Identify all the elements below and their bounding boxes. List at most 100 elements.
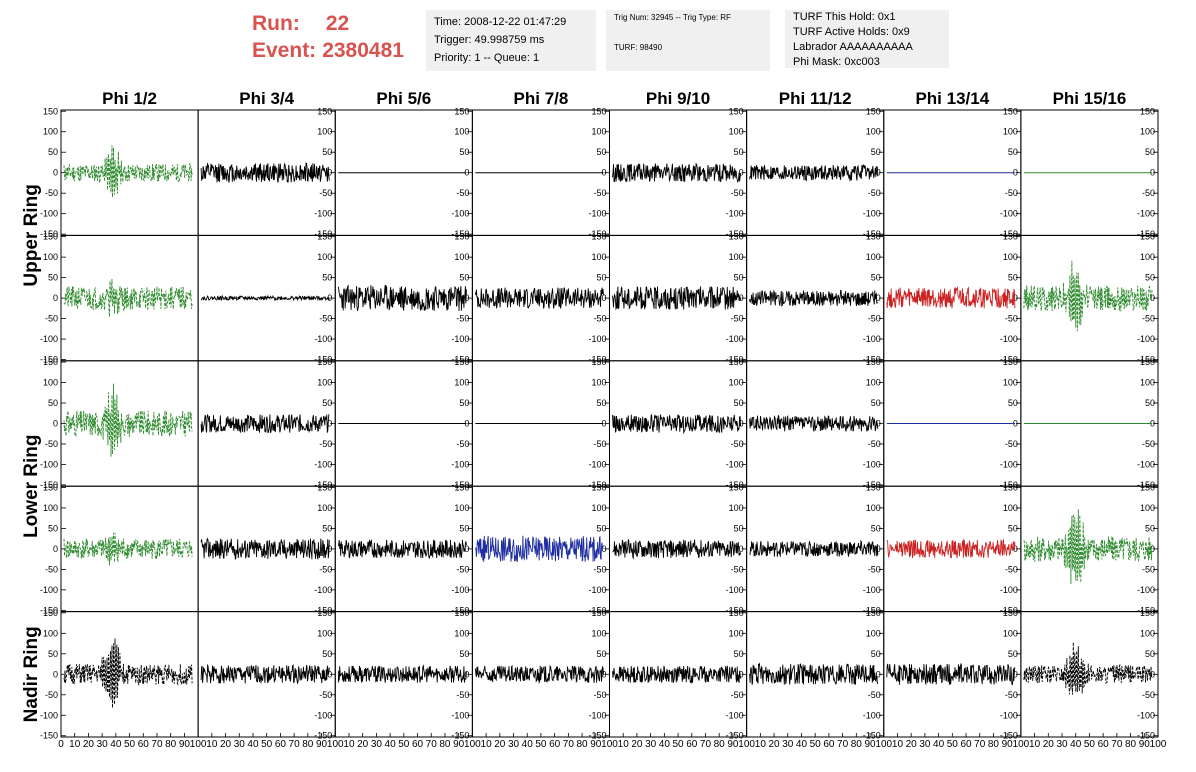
y-tick-label: -150 bbox=[314, 731, 332, 741]
y-tick-label: -150 bbox=[588, 480, 606, 490]
x-tick-label: 90 bbox=[316, 739, 328, 750]
ring-label: Nadir Ring bbox=[21, 626, 42, 722]
y-tick-label: 150 bbox=[43, 106, 58, 116]
y-tick-label: -150 bbox=[726, 355, 744, 365]
y-tick-label: -100 bbox=[451, 209, 469, 219]
waveform-panel: -150 -100 -50 0 50 100 150 bbox=[40, 106, 199, 239]
waveform-trace bbox=[749, 414, 879, 433]
y-tick-label: 50 bbox=[1008, 649, 1018, 659]
y-tick-label: -50 bbox=[1142, 564, 1155, 574]
x-tick-label: 90 bbox=[727, 739, 739, 750]
x-tick-label: 20 bbox=[357, 739, 369, 750]
y-tick-label: 50 bbox=[459, 273, 469, 283]
y-tick-label: -50 bbox=[45, 188, 58, 198]
y-tick-label: 150 bbox=[1140, 106, 1155, 116]
y-tick-label: 50 bbox=[1008, 398, 1018, 408]
y-tick-label: -50 bbox=[593, 690, 606, 700]
y-tick-label: -100 bbox=[726, 710, 744, 720]
y-tick-label: 0 bbox=[1150, 168, 1155, 178]
y-tick-label: 50 bbox=[1145, 273, 1155, 283]
y-tick-label: 50 bbox=[871, 523, 881, 533]
y-tick-label: -100 bbox=[863, 585, 881, 595]
y-tick-label: 150 bbox=[729, 482, 744, 492]
y-tick-label: -50 bbox=[868, 690, 881, 700]
y-tick-label: -100 bbox=[314, 710, 332, 720]
waveform-panel: -150 -100 -50 0 50 100 150 bbox=[334, 106, 473, 239]
y-tick-label: -100 bbox=[40, 334, 58, 344]
y-tick-label: 0 bbox=[739, 544, 744, 554]
y-tick-label: -50 bbox=[319, 188, 332, 198]
y-tick-label: -100 bbox=[726, 459, 744, 469]
y-tick-label: 150 bbox=[317, 357, 332, 367]
y-tick-label: 50 bbox=[322, 273, 332, 283]
y-tick-label: -150 bbox=[1137, 731, 1155, 741]
waveform-trace bbox=[749, 289, 879, 307]
y-tick-label: -50 bbox=[868, 188, 881, 198]
y-tick-label: 0 bbox=[464, 419, 469, 429]
y-tick-label: 100 bbox=[1140, 378, 1155, 388]
y-tick-label: 100 bbox=[454, 252, 469, 262]
x-tick-label: 10 bbox=[343, 739, 355, 750]
y-tick-label: 50 bbox=[322, 147, 332, 157]
y-tick-label: 50 bbox=[48, 649, 58, 659]
y-tick-label: 50 bbox=[459, 398, 469, 408]
x-tick-label: 20 bbox=[494, 739, 506, 750]
x-tick-label: 60 bbox=[275, 739, 287, 750]
y-tick-label: 50 bbox=[871, 398, 881, 408]
x-tick-label: 30 bbox=[645, 739, 657, 750]
y-tick-label: -50 bbox=[319, 564, 332, 574]
y-tick-label: 0 bbox=[876, 544, 881, 554]
y-tick-label: 100 bbox=[866, 378, 881, 388]
y-tick-label: -150 bbox=[863, 480, 881, 490]
y-tick-label: -100 bbox=[451, 334, 469, 344]
y-tick-label: 150 bbox=[454, 106, 469, 116]
y-tick-label: 150 bbox=[729, 106, 744, 116]
y-tick-label: 0 bbox=[53, 293, 58, 303]
x-tick-label: 60 bbox=[1098, 739, 1110, 750]
x-tick-label: 50 bbox=[124, 739, 136, 750]
y-tick-label: 0 bbox=[601, 669, 606, 679]
y-tick-label: 0 bbox=[739, 669, 744, 679]
event-label: Event: bbox=[252, 39, 317, 62]
x-tick-label: 70 bbox=[426, 739, 438, 750]
y-tick-label: -150 bbox=[588, 731, 606, 741]
y-tick-label: -100 bbox=[588, 209, 606, 219]
x-tick-label: 70 bbox=[289, 739, 301, 750]
y-tick-label: 100 bbox=[43, 628, 58, 638]
x-tick-label: 60 bbox=[138, 739, 150, 750]
y-tick-label: -150 bbox=[40, 229, 58, 239]
y-tick-label: 150 bbox=[454, 232, 469, 242]
waveform-panel: -150 -100 -50 0 50 100 150 bbox=[746, 232, 885, 365]
y-tick-label: -100 bbox=[451, 710, 469, 720]
waveform-trace bbox=[886, 662, 1016, 686]
priority-text: Priority: 1 -- Queue: 1 bbox=[434, 52, 540, 64]
y-tick-label: 100 bbox=[729, 628, 744, 638]
y-tick-label: 150 bbox=[591, 357, 606, 367]
y-tick-label: 100 bbox=[1003, 252, 1018, 262]
turf-active-holds-text: TURF Active Holds: 0x9 bbox=[793, 26, 910, 38]
run-row: Run: 22 bbox=[252, 10, 404, 37]
y-tick-label: -150 bbox=[1137, 355, 1155, 365]
waveform-panel: -150 -100 -50 0 50 100 150 bbox=[883, 232, 1022, 365]
y-tick-label: 150 bbox=[866, 106, 881, 116]
y-tick-label: -150 bbox=[451, 355, 469, 365]
y-tick-label: 50 bbox=[596, 398, 606, 408]
y-tick-label: -50 bbox=[319, 690, 332, 700]
y-tick-label: 0 bbox=[1013, 293, 1018, 303]
y-tick-label: 150 bbox=[866, 357, 881, 367]
time-info-panel: Time: 2008-12-22 01:47:29 Trigger: 49.99… bbox=[426, 10, 596, 71]
y-tick-label: -150 bbox=[1000, 229, 1018, 239]
x-tick-label: 70 bbox=[1111, 739, 1123, 750]
trig-info-panel: Trig Num: 32945 -- Trig Type: RF TURF: 9… bbox=[606, 10, 770, 71]
y-tick-label: -50 bbox=[456, 188, 469, 198]
x-tick-label: 60 bbox=[412, 739, 424, 750]
x-tick-label: 40 bbox=[110, 739, 122, 750]
waveform-panel: -150 -100 -50 0 50 100 150 bbox=[197, 357, 336, 490]
y-tick-label: 50 bbox=[871, 147, 881, 157]
y-tick-label: -50 bbox=[731, 314, 744, 324]
y-tick-label: -150 bbox=[451, 229, 469, 239]
x-tick-label: 30 bbox=[919, 739, 931, 750]
y-tick-label: 100 bbox=[43, 378, 58, 388]
y-tick-label: 50 bbox=[596, 273, 606, 283]
